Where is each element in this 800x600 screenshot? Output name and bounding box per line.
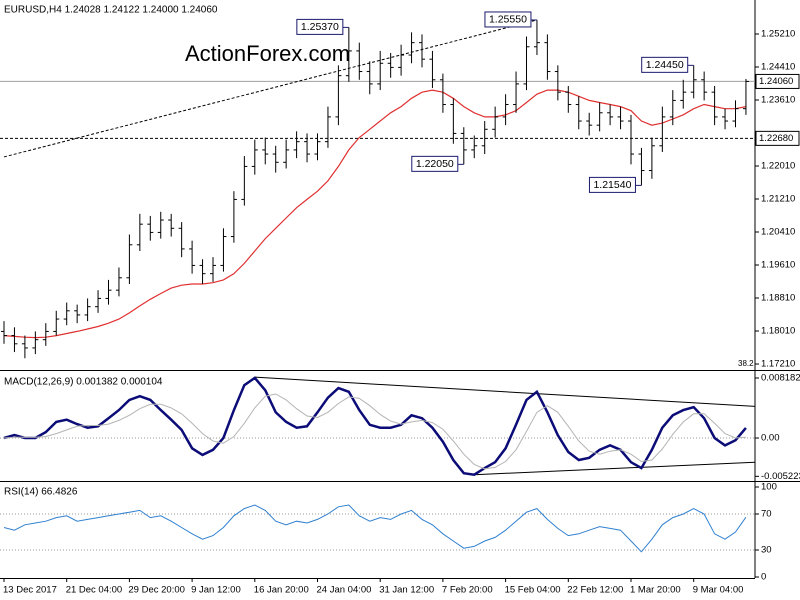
macd-panel [0,376,755,477]
panel-title: MACD(12,26,9) 0.001382 0.000104 [4,377,163,388]
panel-title: RSI(14) 66.4826 [4,487,78,498]
y-tick-label: 1.18810 [761,293,795,304]
x-tick-label: 29 Dec 20:00 [128,585,185,596]
x-tick-label: 1 Mar 20:00 [630,585,681,596]
axes: EURUSD,H4 1.24028 1.24122 1.24000 1.2406… [3,5,800,596]
annotation-box [588,176,636,193]
fib-label: 38.2 [738,359,754,368]
x-tick-label: 7 Feb 20:00 [442,585,493,596]
x-tick-label: 13 Dec 2017 [3,585,57,596]
y-tick-label: 0 [761,572,766,583]
panel-title: EURUSD,H4 1.24028 1.24122 1.24000 1.2406… [4,5,218,16]
y-tick-label: 1.20410 [761,227,795,238]
y-tick-label: 1.17210 [761,359,795,370]
annotation-box [484,11,532,28]
rsi-panel [0,504,755,553]
annotation-box [411,155,459,172]
x-tick-label: 9 Jan 12:00 [191,585,241,596]
y-tick-label: 0.00 [761,433,780,444]
indicator-line [3,376,747,477]
annotation-box [296,18,344,35]
trendline [3,19,538,158]
y-tick-label: 1.19610 [761,260,795,271]
annotation-label: 1.24450 [646,59,684,71]
x-tick-label: 31 Jan 12:00 [379,585,434,596]
annotation-label: 1.25370 [301,21,339,33]
level-label: 1.22680 [759,133,793,144]
y-tick-label: 100 [761,482,777,493]
y-tick-label: 1.22010 [761,161,795,172]
annotation-label: 1.21540 [593,179,631,191]
level-label: 1.24060 [759,76,793,87]
annotation-box [641,56,689,73]
y-tick-label: 1.24410 [761,62,795,73]
x-tick-label: 9 Mar 04:00 [693,585,744,596]
x-tick-label: 24 Jan 04:00 [317,585,372,596]
price-panel: 1.25370 1.25550 1.22050 1.21540 1.24450 [0,11,755,359]
annotation-label: 1.25550 [489,14,527,26]
y-tick-label: 1.21210 [761,194,795,205]
y-tick-label: 30 [761,545,772,556]
y-tick-label: 0.008182 [761,373,800,384]
level-box [755,73,800,89]
indicator-line [3,393,746,470]
x-tick-label: 15 Feb 04:00 [505,585,561,596]
level-box [755,130,800,146]
y-tick-label: 70 [761,509,772,520]
x-tick-label: 16 Jan 20:00 [254,585,309,596]
y-tick-label: 1.23610 [761,95,795,106]
trendline [474,461,755,476]
y-tick-label: 1.18010 [761,326,795,337]
x-tick-label: 21 Dec 04:00 [66,585,123,596]
moving-average [3,89,747,339]
watermark: ActionForex.com [185,41,350,66]
x-tick-label: 22 Feb 12:00 [567,585,623,596]
y-tick-label: -0.005223 [761,471,800,482]
y-tick-label: 1.25210 [761,29,795,40]
indicator-line [3,504,747,553]
annotation-label: 1.22050 [416,158,454,170]
trendline [254,376,755,407]
